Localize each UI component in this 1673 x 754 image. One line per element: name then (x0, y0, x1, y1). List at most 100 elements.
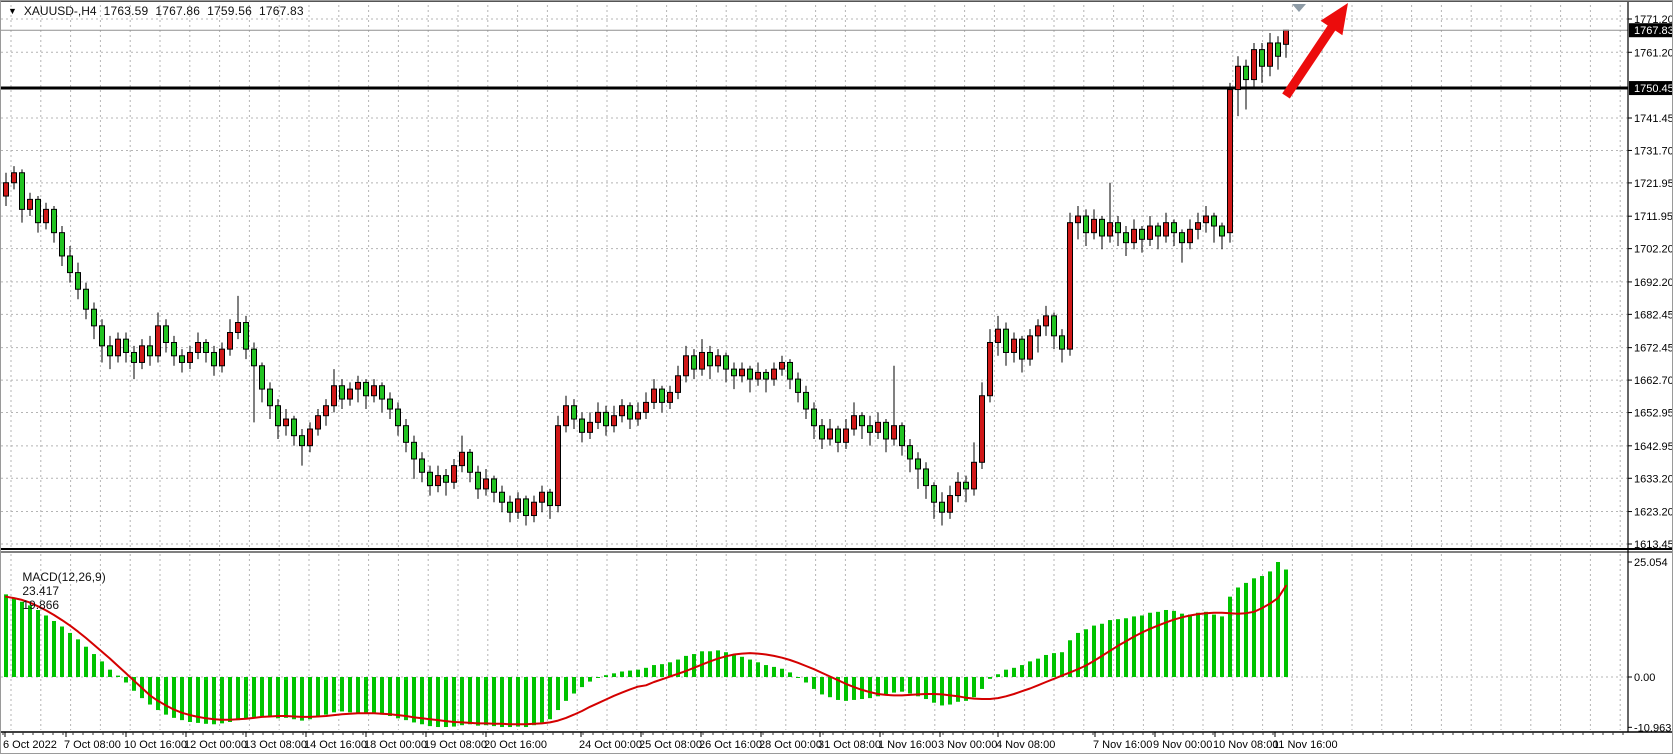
bear-candle (603, 405, 609, 436)
bull-candle (1163, 212, 1169, 243)
macd-bar (1260, 576, 1264, 677)
macd-bar (12, 598, 16, 677)
macd-bar (340, 677, 344, 712)
macd-axis-label: 0.00 (1634, 672, 1655, 684)
macd-bar (188, 677, 192, 722)
macd-bar (492, 677, 496, 727)
macd-bar (1204, 611, 1208, 677)
macd-bar (980, 677, 984, 689)
macd-bar (660, 664, 664, 677)
macd-bar (1188, 614, 1192, 677)
bear-candle (51, 206, 57, 243)
macd-bar (556, 677, 560, 711)
macd-bar (564, 677, 568, 701)
bull-candle (43, 202, 49, 230)
macd-bar (364, 677, 368, 714)
macd-bar (732, 654, 736, 677)
macd-bar (228, 677, 232, 722)
bear-candle (291, 415, 297, 446)
bull-candle (987, 329, 993, 403)
bear-candle (131, 345, 137, 380)
bear-candle (1275, 36, 1281, 70)
macd-bar (356, 677, 360, 714)
bull-candle (555, 415, 561, 513)
macd-bar (1052, 653, 1056, 677)
bull-candle (755, 362, 761, 386)
bear-candle (363, 379, 369, 410)
bear-candle (467, 448, 473, 483)
time-axis-label: 24 Oct 00:00 (579, 739, 642, 751)
macd-bar (1220, 616, 1224, 677)
chart-shift-marker[interactable] (1292, 4, 1306, 12)
bull-candle (587, 412, 593, 439)
bull-candle (1075, 206, 1081, 240)
macd-bar (748, 659, 752, 677)
bear-candle (403, 419, 409, 453)
macd-bar (884, 677, 888, 696)
bear-candle (835, 425, 841, 453)
macd-bar (156, 677, 160, 711)
bear-candle (819, 419, 825, 449)
svg-text:1767.83: 1767.83 (1634, 25, 1673, 37)
pane-separators (1, 1, 1672, 733)
ohlc-low: 1759.56 (207, 4, 252, 18)
bull-candle (331, 369, 337, 413)
bear-candle (491, 475, 497, 503)
price-axis[interactable]: 1771.20 1761.20 1741.45 1731.70 1721.95 1711.… (1628, 14, 1673, 734)
macd-bar (572, 677, 576, 694)
bull-candle (323, 399, 329, 426)
macd-bar (324, 677, 328, 715)
bear-candle (883, 419, 889, 453)
bull-candle (1187, 219, 1193, 250)
bear-candle (1059, 329, 1065, 363)
bear-candle (1083, 209, 1089, 246)
bear-candle (747, 365, 753, 393)
bull-candle (563, 395, 569, 433)
bull-candle (1235, 56, 1241, 117)
macd-bar (28, 605, 32, 677)
bear-candle (1259, 42, 1265, 83)
bear-candle (787, 359, 793, 390)
macd-axis-label: -10.963 (1634, 722, 1671, 734)
macd-bar (1076, 632, 1080, 677)
time-axis-label: 10 Nov 08:00 (1213, 739, 1278, 751)
bear-candle (379, 382, 385, 413)
bear-candle (523, 495, 529, 526)
bull-candle (667, 385, 673, 410)
up-arrow-annotation[interactable] (1282, 3, 1348, 99)
macd-bar (852, 677, 856, 700)
time-axis-label: 10 Oct 16:00 (124, 739, 187, 751)
macd-bar (316, 677, 320, 717)
macd-bar (500, 677, 504, 728)
bull-candle (683, 345, 689, 383)
bear-candle (811, 402, 817, 439)
symbol-dropdown-icon[interactable]: ▼ (8, 6, 17, 16)
macd-bar (796, 677, 800, 678)
bull-candle (539, 485, 545, 513)
time-axis-label: 28 Oct 00:00 (759, 739, 822, 751)
macd-bar (708, 651, 712, 677)
time-axis-label: 12 Oct 00:00 (184, 739, 247, 751)
bear-candle (75, 262, 81, 300)
macd-bar (436, 677, 440, 728)
bear-candle (427, 465, 433, 496)
macd-bar (220, 677, 224, 724)
bull-candle (947, 485, 953, 519)
bull-candle (371, 379, 377, 403)
macd-bar (4, 594, 8, 677)
bull-candle (1227, 82, 1233, 243)
bear-candle (171, 335, 177, 366)
bull-candle (1147, 216, 1153, 246)
macd-bar (940, 677, 944, 706)
macd-bar (1092, 625, 1096, 677)
time-axis-label: 1 Nov 16:00 (878, 739, 937, 751)
macd-bar (468, 677, 472, 725)
macd-bar (684, 655, 688, 677)
macd-bar (420, 677, 424, 725)
macd-bar (332, 677, 336, 713)
price-axis-label: 1682.45 (1634, 309, 1673, 321)
price-axis-label: 1741.45 (1634, 113, 1673, 125)
macd-bar (1172, 610, 1176, 677)
